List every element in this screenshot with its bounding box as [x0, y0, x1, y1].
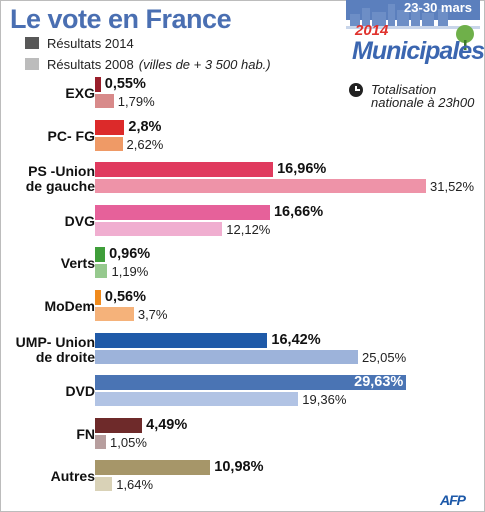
data-label-2008: 1,19% [111, 264, 149, 280]
category-label: FN [76, 425, 95, 442]
bar-2008 [95, 221, 223, 236]
data-label-2008: 2,62% [126, 136, 164, 152]
category-label: DVD [65, 383, 95, 400]
bar-2014 [95, 162, 274, 178]
category-label: PS -Union de gauche [25, 163, 95, 195]
bar-2008 [95, 477, 113, 492]
badge-dates: 23-30 mars [404, 0, 472, 15]
data-label-2014: 2,8% [128, 118, 162, 135]
bar-2008 [95, 307, 134, 321]
data-label-2008: 1,79% [117, 94, 155, 109]
category-label: PC- FG [47, 127, 95, 144]
data-label-2008: 12,12% [226, 221, 271, 237]
bar-2014 [95, 77, 101, 92]
data-label-2008: 19,36% [302, 392, 347, 408]
category-label: Autres [50, 468, 95, 485]
skyline-graphic [346, 0, 480, 72]
clock-icon [349, 83, 363, 97]
data-label-2008: 1,05% [110, 434, 147, 450]
bar-2014 [95, 247, 106, 263]
legend-swatch-2008 [25, 58, 39, 70]
data-label-2014: 10,98% [214, 459, 264, 476]
legend-label-2008: Résultats 2008 [47, 56, 134, 72]
bar-2014 [95, 119, 125, 135]
data-label-2014: 4,49% [146, 416, 188, 433]
bar-2014 [95, 204, 270, 220]
legend-item-2008: Résultats 2008 (villes de + 3 500 hab.) [25, 56, 271, 72]
bar-2014 [95, 417, 143, 433]
category-label: DVG [64, 212, 95, 229]
legend-swatch-2014 [25, 37, 39, 49]
category-label: MoDem [44, 298, 95, 314]
bar-2008 [95, 136, 123, 151]
bar-2008 [95, 179, 426, 194]
category-label: EXG [65, 85, 95, 101]
source-logo: AFP [440, 492, 466, 508]
data-label-2008: 31,52% [430, 179, 475, 195]
data-label-2008: 1,64% [116, 477, 154, 493]
data-label-2014: 16,66% [273, 203, 324, 220]
badge-year: 2014 [355, 22, 389, 39]
legend-label-2014: Résultats 2014 [47, 35, 134, 51]
category-label: UMP- Union de droite [15, 333, 95, 365]
data-label-2014: 29,63% [354, 374, 404, 391]
data-label-2014: 0,55% [104, 76, 146, 92]
data-label-2014: 16,96% [277, 161, 327, 178]
bar-2008 [95, 392, 299, 407]
bar-2014 [95, 375, 407, 391]
bar-2014 [95, 332, 268, 348]
data-label-2014: 0,56% [104, 289, 146, 305]
municipales-badge: 23-30 mars 2014 Municipales [346, 0, 485, 72]
bar-2008 [95, 349, 359, 364]
chart-title: Le vote en France [10, 4, 232, 34]
bar-2014 [95, 290, 101, 305]
data-label-2014: 0,96% [109, 246, 151, 263]
badge-word: Municipales [352, 37, 485, 65]
category-label: Verts [60, 255, 95, 272]
legend-note-2008: (villes de + 3 500 hab.) [138, 56, 271, 72]
bar-2008 [95, 264, 108, 279]
data-label-2014: 16,42% [271, 331, 321, 348]
bar-2008 [95, 434, 107, 449]
totalisation-note: Totalisation nationale à 23h00 [371, 82, 475, 110]
data-label-2008: 25,05% [362, 349, 407, 365]
bar-2008 [95, 94, 114, 108]
bar-2014 [95, 460, 211, 476]
data-label-2008: 3,7% [137, 307, 168, 322]
legend-item-2014: Résultats 2014 [25, 35, 134, 51]
